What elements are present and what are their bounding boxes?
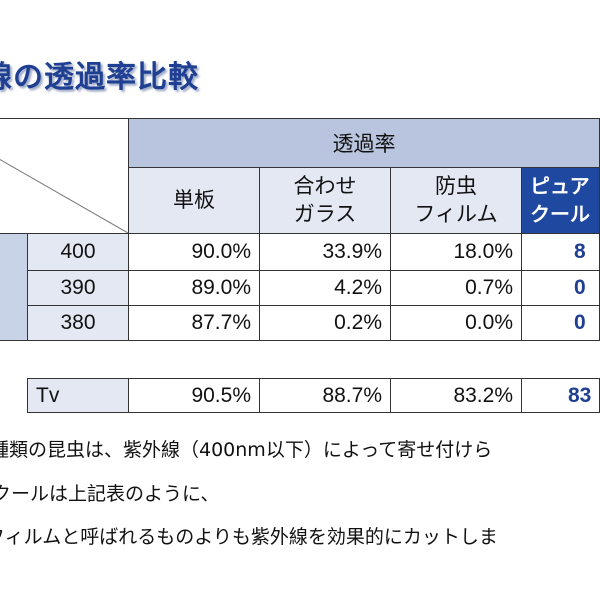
body-line: 種類の昆虫は、紫外線（400nm以下）によって寄せ付けら — [0, 439, 493, 461]
table-cell: 18.0% — [390, 233, 522, 271]
table-cell: 0.7% — [390, 270, 522, 306]
body-line: フィルムと呼ばれるものよりも紫外線を効果的にカットしま — [0, 526, 498, 548]
table-cell: 0.2% — [259, 305, 391, 341]
col-header-laminated: 合わせ ガラス — [259, 167, 391, 234]
col-header-pure-cool: ピュア クール — [521, 167, 600, 234]
table-cell: 90.0% — [128, 233, 260, 271]
tv-cell: 83 — [521, 378, 600, 413]
row-label: 380 — [27, 305, 129, 341]
tv-cell: 90.5% — [128, 378, 260, 413]
row-label: 390 — [27, 270, 129, 306]
row-label: 400 — [27, 233, 129, 271]
table-cell: 0 — [521, 270, 600, 306]
table-cell: 0.0% — [390, 305, 522, 341]
table-cell: 0 — [521, 305, 600, 341]
table-cell: 33.9% — [259, 233, 391, 271]
group-header-label: 透過率 — [332, 133, 396, 156]
col-header-insect-film: 防虫 フィルム — [390, 167, 522, 234]
group-header: 透過率 — [128, 118, 600, 168]
tv-cell: 88.7% — [259, 378, 391, 413]
side-label-cell — [0, 233, 28, 341]
tv-label: Tv — [27, 378, 129, 413]
tv-cell: 83.2% — [390, 378, 522, 413]
col-header-single: 単板 — [128, 167, 260, 234]
diagonal-line — [0, 158, 128, 233]
table-cell: 87.7% — [128, 305, 260, 341]
corner-cell — [0, 118, 129, 234]
slide-title: 線の透過率比較 — [0, 60, 199, 95]
table-cell: 89.0% — [128, 270, 260, 306]
body-line: クールは上記表のように、 — [0, 483, 220, 505]
table-cell: 8 — [521, 233, 600, 271]
table-cell: 4.2% — [259, 270, 391, 306]
